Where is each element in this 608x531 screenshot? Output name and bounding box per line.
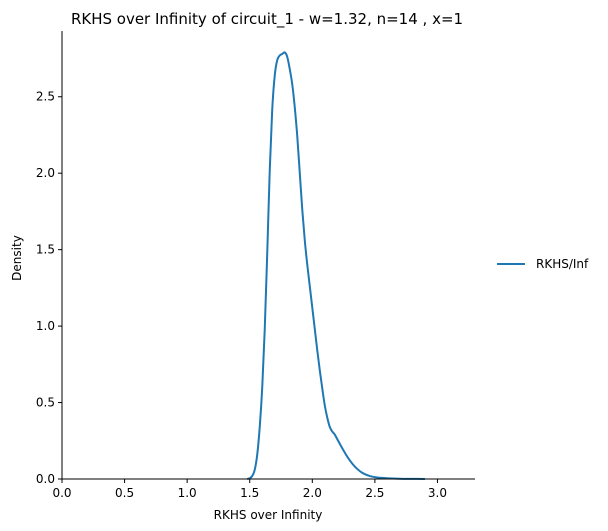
y-tick-label: 2.5 — [36, 90, 55, 104]
x-tick-label: 2.0 — [303, 486, 322, 500]
series-line — [246, 51, 425, 480]
y-tick-label: 2.0 — [36, 166, 55, 180]
x-tick-label: 2.5 — [365, 486, 384, 500]
x-tick-label: 3.0 — [428, 486, 447, 500]
x-tick-label: 1.0 — [178, 486, 197, 500]
x-axis-label: RKHS over Infinity — [214, 508, 323, 522]
y-tick-label: 0.0 — [36, 472, 55, 486]
legend-label: RKHS/Inf — [536, 257, 589, 271]
x-tick-label: 0.5 — [115, 486, 134, 500]
y-axis-ticks: 0.0 0.5 1.0 1.5 2.0 2.5 — [36, 90, 62, 486]
legend: RKHS/Inf — [497, 257, 589, 271]
y-axis-label: Density — [10, 235, 24, 281]
y-tick-label: 1.0 — [36, 319, 55, 333]
y-tick-label: 0.5 — [36, 396, 55, 410]
chart-title: RKHS over Infinity of circuit_1 - w=1.32… — [71, 10, 463, 29]
y-tick-label: 1.5 — [36, 243, 55, 257]
x-axis-ticks: 0.0 0.5 1.0 1.5 2.0 2.5 3.0 — [52, 479, 447, 500]
x-tick-label: 1.5 — [240, 486, 259, 500]
x-tick-label: 0.0 — [52, 486, 71, 500]
plot-area — [246, 51, 425, 480]
